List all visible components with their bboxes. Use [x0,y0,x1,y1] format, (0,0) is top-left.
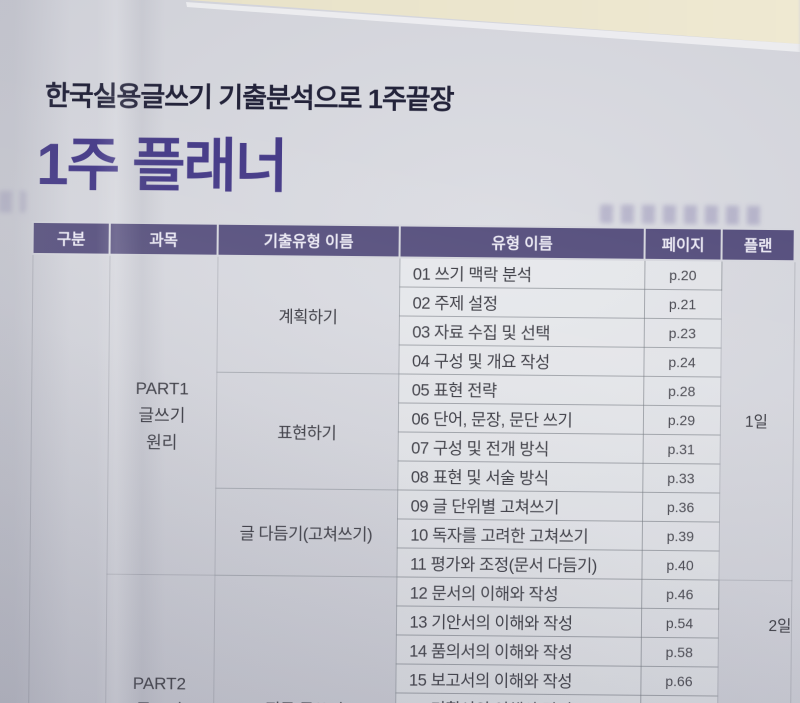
exam-type-cell: 직무 글쓰기 [212,575,397,703]
header-plan: 플랜 [721,228,795,262]
exam-type-cell: 표현하기 [215,372,399,490]
type-name-cell: 15 보고서의 이해와 작성 [395,663,641,696]
page-number-cell: p.39 [641,521,719,552]
subject-cell: PART1 글쓰기 원리 [106,254,218,576]
type-name-cell: 03 자료 수집 및 선택 [398,315,644,348]
header-type-name: 유형 이름 [399,225,645,260]
page-number-cell: p.54 [640,608,719,639]
type-name-cell: 06 단어, 문장, 문단 쓰기 [397,402,644,435]
subject-cell: PART2 글쓰기 [104,574,215,703]
type-name-cell: 07 구성 및 전개 방식 [397,431,643,464]
series-subtitle: 한국실용글쓰기 기출분석으로 1주끝장 [44,81,454,115]
plan-cell: 2일 [716,580,792,703]
page-number-cell: p.33 [642,463,720,494]
planner-table-body: PART1 글쓰기 원리 계획하기 01 쓰기 맥락 분석 p.20 1일 02 주제 설… [27,253,795,703]
planner-table: 구분 과목 기출유형 이름 유형 이름 페이지 플랜 PART1 글쓰기 원리 계… [27,221,796,703]
page-title: 1주 플래너 [36,131,287,200]
header-category: 구분 [32,221,110,255]
page-number-cell: p.21 [643,289,722,320]
exam-type-cell: 계획하기 [216,255,400,374]
table-row: PART1 글쓰기 원리 계획하기 01 쓰기 맥락 분석 p.20 1일 [27,253,795,703]
page-number-cell: p.66 [640,666,718,697]
header-exam-type: 기출유형 이름 [217,223,400,258]
page-number-cell: p.40 [641,550,719,581]
page-number-cell: p.58 [640,637,718,668]
type-name-cell: 14 품의서의 이해와 작성 [395,634,641,667]
page-number-cell: p.20 [644,259,722,291]
page-number-cell: p.31 [642,434,720,465]
page-number-cell: p.28 [643,376,721,407]
page-number-cell: p.74 [640,695,718,703]
type-name-cell: 09 글 단위별 고쳐쓰기 [396,489,643,522]
page-number-cell: p.29 [642,405,721,436]
type-name-cell: 10 독자를 고려한 고쳐쓰기 [396,518,642,551]
show-through-ghost-right [599,204,767,225]
page-number-cell: p.36 [641,492,720,523]
page-number-cell: p.24 [643,347,721,378]
show-through-ghost-left [0,190,27,213]
type-name-cell: 04 구성 및 개요 작성 [398,344,644,377]
category-cell [27,253,110,703]
header-subject: 과목 [109,222,218,256]
type-name-cell: 02 주제 설정 [398,286,645,319]
exam-type-cell: 글 다듬기(고쳐쓰기) [214,488,398,577]
type-name-cell: 12 문서의 이해와 작성 [396,576,642,609]
type-name-cell: 11 평가와 조정(문서 다듬기) [396,547,642,580]
plan-cell: 1일 [718,260,795,581]
page-number-cell: p.46 [641,579,719,610]
type-name-cell: 13 기안서의 이해와 작성 [395,605,642,638]
page-number-cell: p.23 [643,318,721,349]
type-name-cell: 01 쓰기 맥락 분석 [399,257,645,290]
type-name-cell: 08 표현 및 서술 방식 [397,460,643,493]
type-name-cell: 05 표현 전략 [398,373,644,406]
type-name-cell: 16 기획서의 이해와 작성 [395,692,641,703]
header-page: 페이지 [644,227,722,261]
